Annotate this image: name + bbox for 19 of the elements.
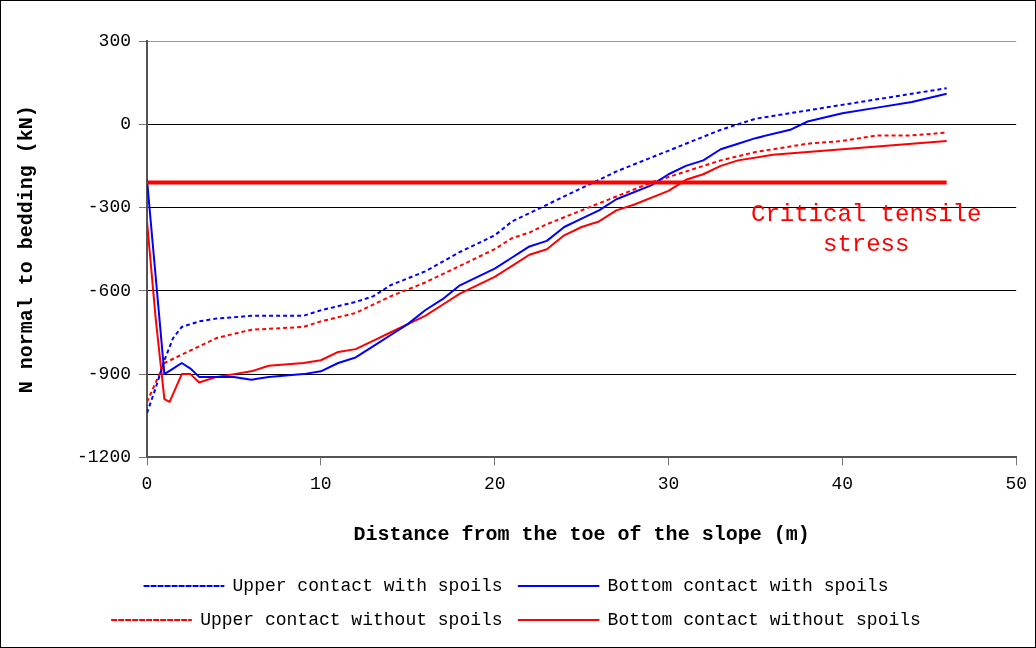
y-tick-label: -300 — [87, 197, 132, 218]
legend-label: Bottom contact with spoils — [607, 575, 889, 596]
y-tick-label: 0 — [120, 114, 132, 135]
x-tick-label: 0 — [141, 473, 153, 494]
x-tick-label: 30 — [657, 473, 680, 494]
x-tick-label: 10 — [310, 473, 332, 494]
y-tick-label: 300 — [98, 30, 132, 51]
ref-line-label: Critical tensile stress — [750, 200, 982, 258]
y-tick-label: -900 — [87, 363, 132, 384]
legend-label: Upper contact with spoils — [232, 575, 503, 596]
y-tick-label: -1200 — [76, 447, 132, 468]
legend-label: Upper contact without spoils — [200, 609, 503, 630]
y-tick-label: -600 — [87, 280, 132, 301]
x-tick-label: 50 — [1005, 473, 1027, 494]
x-axis-title: Distance from the toe of the slope (m) — [353, 523, 810, 547]
y-axis-title: N normal to bedding (kN) — [15, 105, 39, 394]
x-tick-label: 20 — [483, 473, 506, 494]
x-tick-label: 40 — [831, 473, 854, 494]
legend-label: Bottom contact without spoils — [607, 609, 921, 630]
